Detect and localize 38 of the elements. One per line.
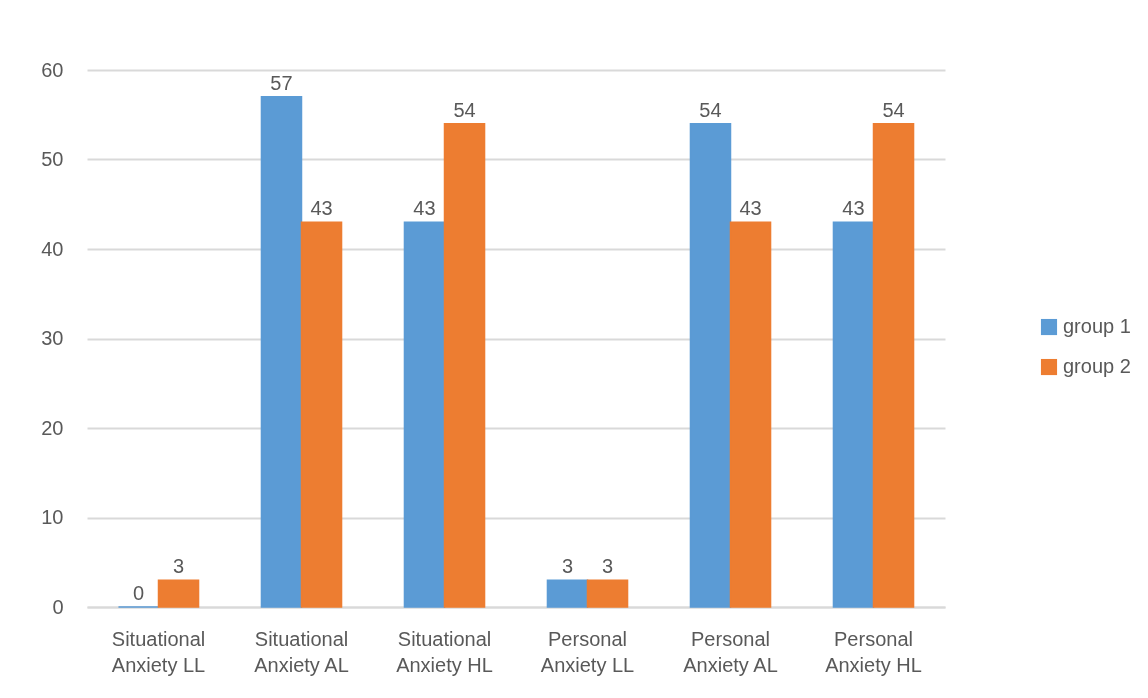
y-tick-label: 60 <box>41 58 64 81</box>
data-label: 43 <box>739 197 762 220</box>
y-tick-label: 40 <box>41 237 64 260</box>
bar <box>872 122 915 608</box>
data-label: 3 <box>172 555 185 578</box>
x-tick-label: Situational Anxiety LL <box>111 627 206 676</box>
x-tick-label: Personal Anxiety AL <box>683 627 778 676</box>
bar <box>586 579 629 608</box>
data-label: 3 <box>561 555 574 578</box>
data-label: 43 <box>842 197 865 220</box>
data-label: 43 <box>310 197 333 220</box>
bar <box>443 122 486 608</box>
bar <box>546 579 589 608</box>
bar <box>157 579 200 608</box>
bar <box>832 221 875 608</box>
legend-label: group 1 <box>1063 315 1131 338</box>
legend-label: group 2 <box>1063 355 1131 378</box>
bar <box>689 122 732 608</box>
y-tick-label: 30 <box>41 327 64 349</box>
y-tick-label: 10 <box>41 506 64 528</box>
bar <box>300 221 343 608</box>
y-tick-label: 20 <box>41 416 64 439</box>
data-label: 54 <box>453 98 476 121</box>
bar <box>729 221 772 608</box>
data-label: 54 <box>699 98 722 121</box>
x-tick-label: Personal Anxiety LL <box>540 627 635 676</box>
y-tick-label: 50 <box>41 148 64 170</box>
bar <box>403 221 446 608</box>
x-tick-label: Situational Anxiety HL <box>396 627 493 676</box>
y-tick-label: 0 <box>52 595 64 618</box>
data-label: 3 <box>601 555 614 578</box>
data-label: 0 <box>132 582 145 604</box>
data-label: 43 <box>413 197 436 220</box>
data-label: 54 <box>882 98 905 121</box>
x-tick-label: Personal Anxiety HL <box>825 627 922 676</box>
x-tick-label: Situational Anxiety AL <box>254 627 349 676</box>
bar <box>260 96 303 608</box>
data-label: 57 <box>270 71 293 94</box>
